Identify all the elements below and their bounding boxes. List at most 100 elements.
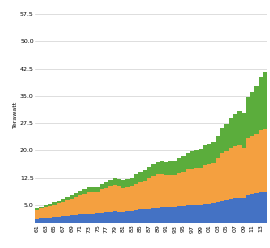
Bar — [57, 217, 61, 223]
Bar — [177, 173, 181, 207]
Bar — [246, 138, 250, 195]
Bar — [113, 211, 117, 223]
Bar — [164, 162, 168, 175]
Bar — [246, 195, 250, 223]
Bar — [143, 181, 147, 209]
Bar — [229, 199, 233, 223]
Bar — [211, 142, 216, 163]
Bar — [198, 149, 203, 168]
Bar — [190, 151, 194, 169]
Bar — [52, 202, 57, 205]
Bar — [220, 153, 224, 201]
Bar — [39, 218, 44, 223]
Bar — [250, 92, 254, 136]
Bar — [117, 212, 121, 223]
Bar — [125, 179, 130, 187]
Bar — [233, 114, 237, 146]
Bar — [216, 202, 220, 223]
Bar — [100, 189, 104, 213]
Bar — [104, 182, 108, 188]
Bar — [74, 197, 78, 215]
Bar — [78, 214, 82, 223]
Bar — [52, 205, 57, 217]
Bar — [233, 146, 237, 198]
Bar — [194, 150, 198, 168]
Bar — [254, 134, 259, 193]
Bar — [147, 167, 151, 179]
Bar — [259, 130, 263, 192]
Bar — [61, 216, 65, 223]
Bar — [91, 192, 95, 214]
Bar — [82, 193, 87, 214]
Bar — [224, 200, 229, 223]
Bar — [69, 195, 74, 199]
Bar — [108, 186, 113, 212]
Bar — [87, 192, 91, 214]
Bar — [241, 198, 246, 223]
Bar — [117, 186, 121, 212]
Bar — [207, 144, 211, 164]
Bar — [263, 129, 267, 191]
Bar — [48, 206, 52, 217]
Bar — [138, 182, 143, 209]
Bar — [185, 169, 190, 205]
Bar — [168, 175, 173, 207]
Bar — [130, 186, 134, 211]
Bar — [104, 212, 108, 223]
Bar — [108, 180, 113, 186]
Bar — [57, 201, 61, 203]
Bar — [207, 164, 211, 204]
Bar — [198, 168, 203, 205]
Bar — [44, 207, 48, 218]
Bar — [87, 214, 91, 223]
Bar — [125, 211, 130, 223]
Bar — [65, 197, 69, 200]
Bar — [151, 176, 156, 208]
Bar — [44, 218, 48, 223]
Bar — [173, 207, 177, 223]
Bar — [74, 215, 78, 223]
Bar — [121, 180, 125, 187]
Bar — [95, 192, 100, 213]
Bar — [190, 205, 194, 223]
Bar — [181, 156, 185, 172]
Bar — [87, 187, 91, 192]
Bar — [254, 86, 259, 134]
Bar — [177, 158, 181, 173]
Bar — [237, 145, 241, 198]
Bar — [134, 184, 138, 210]
Bar — [263, 191, 267, 223]
Bar — [61, 199, 65, 202]
Bar — [246, 97, 250, 138]
Bar — [138, 209, 143, 223]
Bar — [250, 194, 254, 223]
Bar — [104, 188, 108, 212]
Bar — [151, 208, 156, 223]
Bar — [156, 174, 160, 208]
Bar — [259, 192, 263, 223]
Bar — [220, 201, 224, 223]
Bar — [138, 172, 143, 182]
Bar — [48, 204, 52, 206]
Bar — [82, 189, 87, 193]
Bar — [198, 205, 203, 223]
Bar — [61, 202, 65, 216]
Bar — [100, 213, 104, 223]
Bar — [147, 179, 151, 209]
Bar — [35, 210, 39, 219]
Bar — [207, 204, 211, 223]
Bar — [211, 203, 216, 223]
Bar — [185, 205, 190, 223]
Bar — [241, 113, 246, 148]
Bar — [220, 127, 224, 153]
Bar — [156, 208, 160, 223]
Bar — [164, 175, 168, 207]
Y-axis label: Terawatt: Terawatt — [14, 100, 18, 128]
Bar — [65, 216, 69, 223]
Bar — [181, 206, 185, 223]
Bar — [39, 209, 44, 218]
Bar — [229, 148, 233, 199]
Bar — [130, 178, 134, 186]
Bar — [259, 77, 263, 130]
Bar — [78, 195, 82, 214]
